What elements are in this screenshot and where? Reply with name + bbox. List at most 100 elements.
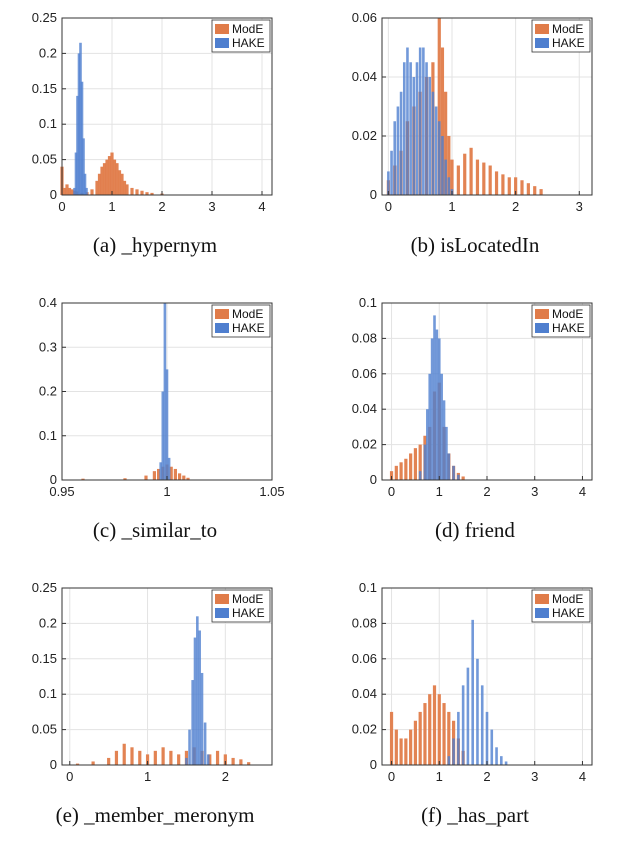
mode-bar bbox=[501, 174, 505, 195]
x-tick-label: 0 bbox=[58, 199, 65, 214]
mode-bar bbox=[114, 750, 119, 765]
hake-bar bbox=[452, 465, 455, 480]
plot-frame bbox=[381, 17, 593, 196]
legend-label-mode: ModE bbox=[232, 592, 263, 606]
mode-bar bbox=[488, 165, 492, 195]
y-tick-label: 0.1 bbox=[359, 295, 377, 310]
mode-bar bbox=[409, 729, 413, 765]
hake-bar bbox=[431, 91, 435, 195]
mode-bar bbox=[239, 759, 243, 765]
x-tick-label: 2 bbox=[158, 199, 165, 214]
mode-bar bbox=[117, 170, 122, 195]
legend-label-hake: HAKE bbox=[232, 606, 265, 620]
mode-bar bbox=[447, 136, 451, 195]
mode-bar bbox=[475, 159, 480, 195]
y-tick-label: 0.04 bbox=[352, 686, 377, 701]
x-tick-label: 0 bbox=[385, 199, 392, 214]
y-tick-label: 0 bbox=[370, 187, 377, 202]
legend-swatch-mode bbox=[535, 594, 549, 604]
y-tick-label: 0.05 bbox=[32, 152, 57, 167]
mode-bar bbox=[461, 476, 465, 480]
x-tick-label: 0.95 bbox=[49, 484, 74, 499]
y-tick-label: 0.04 bbox=[352, 69, 377, 84]
chart-panel-b: 0 1 2 3 0 0.02 0.04 0.06 ModE HAKE (b) isLocatedIn bbox=[325, 5, 625, 275]
mode-bar bbox=[125, 184, 129, 195]
subfigure-caption: (f) _has_part bbox=[421, 803, 529, 827]
mode-bar bbox=[539, 189, 543, 195]
y-tick-label: 0 bbox=[50, 757, 57, 772]
hake-bar bbox=[430, 338, 434, 480]
legend-label-mode: ModE bbox=[232, 22, 263, 36]
hake-bar bbox=[425, 62, 428, 195]
hake-bar bbox=[447, 177, 451, 195]
legend-swatch-hake bbox=[215, 323, 229, 333]
y-tick-label: 0.08 bbox=[352, 330, 377, 345]
legend-label-mode: ModE bbox=[232, 307, 263, 321]
legend-label-mode: ModE bbox=[552, 592, 583, 606]
chart-panel-a: 0 1 2 3 4 0 0.05 0.1 0.15 0.2 0.25 ModE HAKE (a) _hyp… bbox=[5, 5, 305, 275]
hake-bar bbox=[406, 47, 409, 195]
x-tick-label: 1 bbox=[144, 769, 151, 784]
y-tick-label: 0.15 bbox=[32, 81, 57, 96]
y-tick-label: 0 bbox=[370, 472, 377, 487]
mode-bar bbox=[450, 159, 454, 195]
chart-panel-e: 0 1 2 0 0.05 0.1 0.15 0.2 0.25 ModE HAKE (e) _membe… bbox=[5, 575, 305, 845]
mode-bar bbox=[138, 750, 142, 765]
hake-bar bbox=[447, 756, 451, 765]
x-tick-label: 3 bbox=[531, 484, 538, 499]
x-tick-label: 2 bbox=[512, 199, 519, 214]
hake-bar bbox=[500, 756, 503, 765]
mode-bar bbox=[122, 180, 127, 195]
x-tick-label: 2 bbox=[222, 769, 229, 784]
mode-bar bbox=[440, 47, 445, 195]
mode-bar bbox=[112, 159, 117, 195]
hake-bar bbox=[445, 426, 448, 480]
mode-bar bbox=[161, 747, 165, 765]
legend-swatch-hake bbox=[215, 608, 229, 618]
hake-bar bbox=[435, 329, 439, 480]
y-tick-label: 0 bbox=[50, 472, 57, 487]
hake-bar bbox=[441, 136, 444, 195]
hake-bar bbox=[387, 171, 390, 195]
legend-swatch-mode bbox=[215, 24, 229, 34]
chart-panel-c: 0.95 1 1.05 0 0.1 0.2 0.3 0.4 ModE HAKE (c) _simil… bbox=[5, 290, 305, 560]
x-tick-label: 3 bbox=[576, 199, 583, 214]
x-tick-label: 1 bbox=[163, 484, 170, 499]
mode-bar bbox=[447, 711, 451, 765]
hake-bar bbox=[457, 474, 460, 480]
hake-bar bbox=[163, 303, 167, 480]
hake-bar bbox=[485, 711, 489, 765]
y-tick-label: 0.06 bbox=[352, 10, 377, 25]
mode-bar bbox=[399, 738, 403, 765]
hake-bar bbox=[85, 187, 88, 195]
mode-bar bbox=[153, 750, 157, 765]
hake-bar bbox=[444, 159, 447, 195]
mode-bar bbox=[413, 448, 418, 480]
y-tick-label: 0.2 bbox=[39, 45, 57, 60]
mode-bar bbox=[399, 462, 403, 480]
mode-bar bbox=[150, 192, 154, 195]
y-tick-label: 0.25 bbox=[32, 10, 57, 25]
x-tick-label: 1 bbox=[436, 484, 443, 499]
x-tick-label: 4 bbox=[579, 769, 586, 784]
y-tick-label: 0.25 bbox=[32, 580, 57, 595]
mode-bar bbox=[157, 468, 161, 480]
subfigure-caption: (a) _hypernym bbox=[92, 233, 218, 257]
x-tick-label: 0 bbox=[66, 769, 73, 784]
y-tick-label: 0.1 bbox=[39, 428, 57, 443]
mode-bar bbox=[437, 18, 441, 195]
hake-bar bbox=[402, 62, 406, 195]
y-tick-label: 0.2 bbox=[39, 615, 57, 630]
mode-bar bbox=[100, 166, 104, 195]
hake-bar bbox=[437, 121, 441, 195]
legend-label-hake: HAKE bbox=[552, 321, 585, 335]
mode-bar bbox=[130, 747, 134, 765]
hake-bar bbox=[442, 400, 446, 480]
y-tick-label: 0.2 bbox=[39, 384, 57, 399]
hake-bar bbox=[412, 77, 416, 195]
x-tick-label: 1 bbox=[436, 769, 443, 784]
subfigure-caption: (e) _member_meronym bbox=[55, 803, 255, 827]
hake-bar bbox=[188, 729, 191, 765]
legend-label-hake: HAKE bbox=[232, 36, 265, 50]
